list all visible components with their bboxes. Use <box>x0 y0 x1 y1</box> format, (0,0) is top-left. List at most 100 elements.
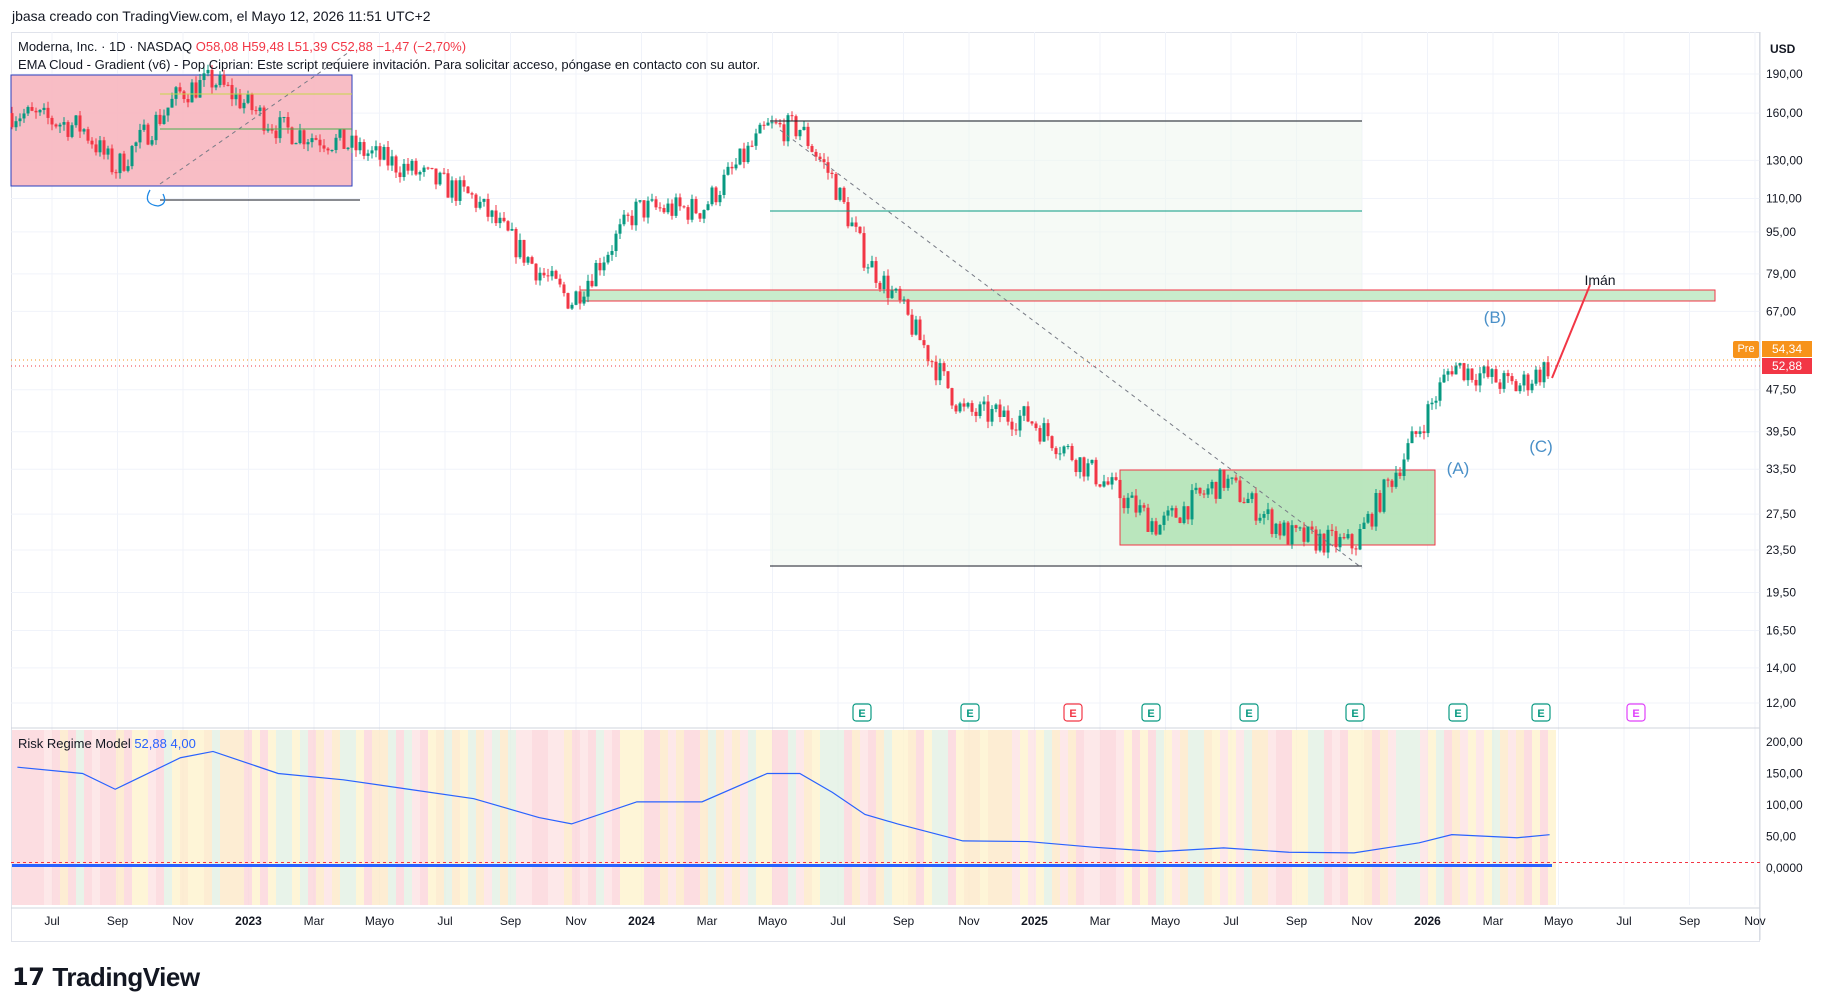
candle-body <box>1002 410 1006 418</box>
candle-body <box>1214 481 1218 499</box>
candle-body <box>462 180 466 187</box>
regime-band <box>948 730 956 905</box>
candle-body <box>834 173 838 200</box>
candle-body <box>578 291 582 304</box>
time-tick-label: 2023 <box>235 914 262 928</box>
candle-body <box>1186 506 1190 520</box>
candle-body <box>810 145 814 152</box>
candle-body <box>290 127 294 145</box>
regime-band <box>1500 730 1508 905</box>
regime-band <box>1396 730 1404 905</box>
candle-body <box>214 85 218 88</box>
candle-body <box>1130 495 1134 498</box>
candle-body <box>542 272 546 276</box>
osc-tick-label: 50,00 <box>1766 830 1796 844</box>
regime-band <box>780 730 788 905</box>
candle-body <box>1490 369 1494 377</box>
candle-body <box>782 124 786 142</box>
regime-band <box>804 730 812 905</box>
regime-band <box>636 730 644 905</box>
candle-body <box>1534 369 1538 384</box>
candle-body <box>1282 522 1286 536</box>
regime-band <box>548 730 556 905</box>
candle-body <box>1354 548 1358 550</box>
regime-band <box>764 730 772 905</box>
candle-body <box>1386 479 1390 481</box>
regime-band <box>1548 730 1556 905</box>
regime-band <box>1196 730 1204 905</box>
candle-body <box>778 122 782 125</box>
regime-band <box>364 730 372 905</box>
regime-band <box>660 730 668 905</box>
candle-body <box>362 142 366 156</box>
candle-body <box>1506 373 1510 377</box>
candle-body <box>1178 517 1182 523</box>
earnings-letter: E <box>1537 708 1544 720</box>
tradingview-logo[interactable]: 𝟭𝟳 TradingView <box>12 962 200 993</box>
regime-band <box>260 730 268 905</box>
candle-body <box>226 84 230 86</box>
candle-body <box>398 172 402 178</box>
candle-body <box>682 206 686 208</box>
candle-body <box>1230 477 1234 479</box>
regime-band <box>676 730 684 905</box>
candle-body <box>1482 366 1486 374</box>
candle-body <box>310 138 314 143</box>
chart-caption: jbasa creado con TradingView.com, el May… <box>12 8 431 24</box>
candle-body <box>406 163 410 171</box>
regime-band <box>1476 730 1484 905</box>
osc-tick-label: 0,0000 <box>1766 861 1803 875</box>
regime-band <box>980 730 988 905</box>
candle-body <box>458 180 462 201</box>
candle-body <box>1402 459 1406 476</box>
regime-band <box>580 730 588 905</box>
candle-body <box>10 113 14 128</box>
candle-body <box>738 148 742 165</box>
candle-body <box>1442 374 1446 383</box>
pre-market-price-badge: 54,34 <box>1762 341 1812 357</box>
regime-band <box>28 730 36 905</box>
candle-body <box>262 107 266 131</box>
candle-body <box>250 93 254 111</box>
regime-band <box>1012 730 1020 905</box>
regime-band <box>956 730 964 905</box>
candle-body <box>102 140 106 155</box>
regime-band <box>556 730 564 905</box>
candle-body <box>1154 521 1158 535</box>
regime-band <box>532 730 540 905</box>
candle-body <box>446 173 450 198</box>
earnings-letter: E <box>1351 708 1358 720</box>
candle-body <box>374 146 378 151</box>
candle-body <box>1074 460 1078 473</box>
candle-body <box>1366 513 1370 523</box>
candle-body <box>434 168 438 185</box>
candle-body <box>594 262 598 287</box>
candle-body <box>1206 488 1210 495</box>
candle-body <box>14 121 18 128</box>
drawings <box>11 49 1760 569</box>
regime-band <box>1132 730 1140 905</box>
regime-band <box>564 730 572 905</box>
regime-band <box>740 730 748 905</box>
regime-band <box>900 730 908 905</box>
regime-band <box>1260 730 1268 905</box>
circle-marker <box>146 189 166 207</box>
regime-band <box>1356 730 1364 905</box>
regime-band <box>1148 730 1156 905</box>
regime-band <box>172 730 180 905</box>
regime-band <box>444 730 452 905</box>
regime-band <box>812 730 820 905</box>
currency-label[interactable]: USD <box>1770 42 1796 56</box>
regime-band <box>844 730 852 905</box>
regime-band <box>1524 730 1532 905</box>
candle-body <box>1150 521 1154 532</box>
candle-body <box>818 156 822 160</box>
earnings-badge <box>1063 703 1083 722</box>
candle-body <box>338 129 342 138</box>
candle-body <box>1318 533 1322 551</box>
regime-band <box>1076 730 1084 905</box>
candle-body <box>346 147 350 149</box>
candle-body <box>218 74 222 86</box>
regime-band <box>1380 730 1388 905</box>
